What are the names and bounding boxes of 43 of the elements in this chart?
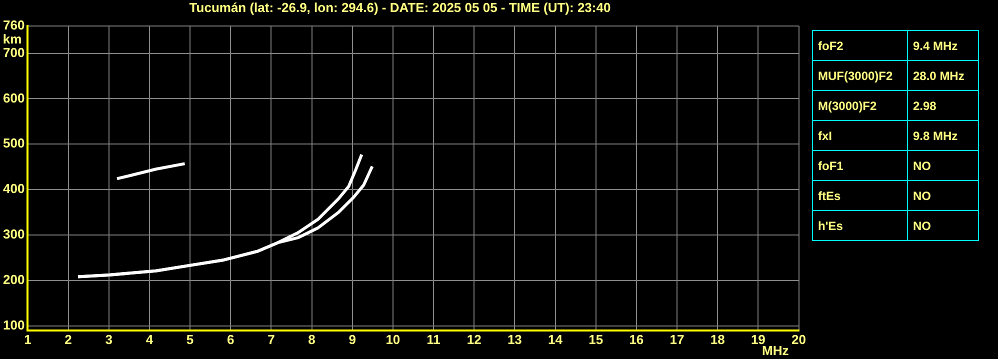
text: NO	[908, 210, 978, 240]
x-tick-label: 7	[268, 332, 275, 347]
y-tick-label: 500	[2, 136, 25, 151]
x-tick-label: 15	[588, 332, 604, 347]
x-tick-label: 16	[629, 332, 644, 347]
x-tick-label: 18	[710, 332, 725, 347]
text: fxI	[812, 120, 908, 150]
x-tick-label: 12	[466, 332, 482, 347]
x-tick-label: 1	[24, 332, 32, 347]
text: foF2	[812, 30, 908, 60]
x-tick-label: 10	[386, 332, 400, 347]
x-tick-label: 8	[308, 332, 316, 347]
y-tick-label: 200	[2, 272, 25, 287]
y-tick-label: 100	[2, 317, 25, 332]
x-tick-label: 14	[548, 332, 564, 347]
x-tick-label: 17	[670, 332, 684, 347]
x-tick-label: 2	[64, 332, 72, 347]
text: 28.0 MHz	[908, 60, 978, 90]
text: 9.8 MHz	[908, 120, 978, 150]
text: NO	[908, 180, 978, 210]
x-tick-label: 20	[792, 332, 806, 347]
text: foF1	[812, 150, 908, 180]
text: 2.98	[908, 90, 978, 120]
x-tick-label: 5	[186, 332, 194, 347]
x-tick-label: 3	[105, 332, 112, 347]
text: h'Es	[812, 210, 908, 240]
y-tick-label: 760	[2, 18, 25, 33]
text: 9.4 MHz	[908, 30, 978, 60]
y-axis-title: km	[2, 32, 22, 47]
x-tick-label: 13	[507, 332, 522, 347]
text: ftEs	[812, 180, 908, 210]
x-tick-label: 6	[226, 332, 234, 347]
text: MUF(3000)F2	[812, 60, 908, 90]
x-tick-label: 4	[146, 332, 154, 347]
chart-title: Tucumán (lat: -26.9, lon: 294.6) - DATE: 2025 05 05 - TIME (UT): 23:40	[189, 0, 611, 16]
y-tick-label: 600	[2, 90, 25, 106]
y-tick-label: 700	[2, 44, 25, 60]
text: NO	[908, 150, 978, 180]
y-tick-label: 300	[2, 226, 25, 242]
text: M(3000)F2	[812, 90, 908, 120]
x-tick-label: 9	[348, 332, 356, 347]
y-tick-label: 400	[2, 181, 25, 196]
x-tick-label: 11	[426, 332, 440, 347]
